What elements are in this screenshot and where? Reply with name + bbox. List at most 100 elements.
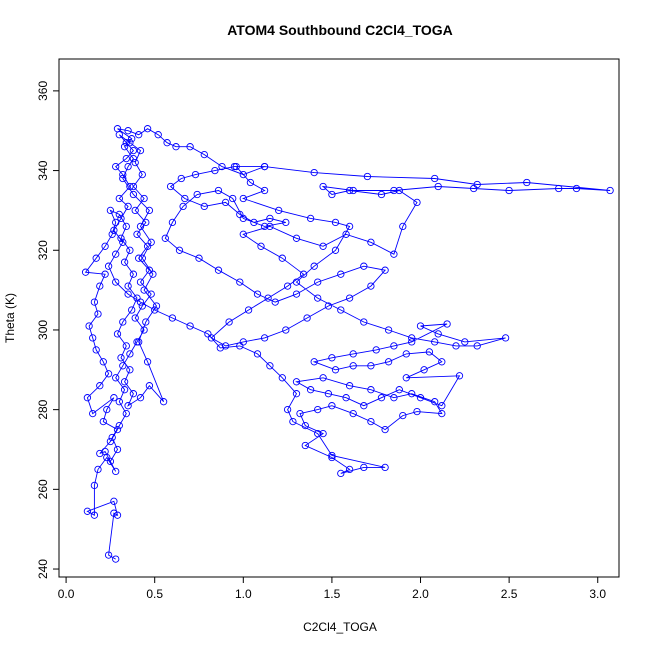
data-point (505, 186, 513, 195)
data-point (345, 382, 354, 390)
data-point (299, 270, 308, 278)
data-point (606, 186, 614, 195)
data-point (112, 467, 120, 476)
data-point (266, 214, 274, 223)
data-point (142, 218, 150, 227)
data-point (96, 449, 104, 458)
data-point (133, 230, 141, 238)
data-point (131, 314, 139, 322)
data-point (92, 346, 100, 354)
data-point (124, 290, 132, 298)
data-point (239, 194, 247, 203)
data-point (112, 374, 120, 382)
x-tick-label: 0.5 (146, 587, 163, 601)
data-point (110, 394, 118, 402)
data-point (163, 139, 171, 147)
data-point (211, 166, 219, 175)
data-point (90, 298, 99, 306)
data-point (115, 398, 123, 406)
data-point (420, 366, 428, 374)
data-point (221, 198, 230, 207)
y-axis-label: Theta (K) (3, 293, 17, 343)
plot-area (81, 125, 614, 563)
data-point (108, 433, 116, 442)
data-point (438, 409, 446, 418)
data-point (147, 290, 155, 298)
x-tick-label: 1.0 (235, 587, 252, 601)
data-point (434, 182, 442, 191)
data-point (408, 338, 416, 346)
data-point (367, 417, 375, 426)
data-point (193, 190, 201, 199)
data-point (229, 194, 237, 203)
data-point (143, 358, 152, 366)
data-point (345, 465, 354, 474)
data-point (122, 154, 130, 163)
data-point (402, 374, 410, 382)
data-point (129, 190, 138, 199)
data-point (96, 282, 104, 290)
data-point (120, 378, 129, 386)
data-point (461, 338, 469, 346)
data-point (115, 194, 123, 203)
data-point (204, 330, 212, 338)
data-point (260, 222, 269, 231)
data-point (85, 322, 93, 330)
data-point (337, 306, 345, 314)
data-point (349, 362, 357, 370)
data-point (124, 202, 132, 211)
data-point (122, 222, 130, 231)
data-point (328, 190, 336, 199)
data-point (360, 402, 368, 410)
data-point (177, 174, 185, 183)
data-point (278, 374, 286, 382)
data-point (129, 146, 138, 155)
data-point (402, 350, 410, 358)
data-point (145, 266, 154, 274)
data-point (119, 174, 127, 183)
data-point (96, 382, 104, 390)
x-axis-label: C2Cl4_TOGA (303, 620, 377, 634)
data-point (151, 306, 159, 314)
data-point (101, 242, 109, 250)
data-point (129, 154, 138, 163)
data-point (264, 294, 272, 302)
data-point (310, 358, 318, 366)
data-point (136, 146, 145, 155)
data-point (523, 178, 531, 187)
data-point (381, 463, 389, 472)
data-point (186, 143, 194, 151)
data-point (377, 190, 386, 199)
data-point (244, 306, 253, 314)
data-point (395, 386, 403, 394)
data-point (342, 230, 350, 238)
data-point (145, 206, 154, 215)
data-point (214, 186, 223, 195)
y-axis: 240 260 280 300 320 340 360 (36, 81, 59, 579)
data-point (301, 441, 309, 450)
data-point (186, 322, 194, 330)
data-point (416, 394, 425, 402)
data-point (230, 162, 239, 171)
data-point (328, 453, 336, 462)
data-point (225, 318, 233, 326)
data-point (314, 294, 322, 302)
data-point (271, 298, 279, 306)
data-point (110, 226, 118, 234)
data-point (119, 318, 127, 326)
data-point (328, 402, 336, 410)
data-point (129, 390, 138, 398)
data-point (117, 234, 125, 242)
y-tick-label: 360 (36, 81, 50, 101)
data-point (117, 354, 125, 362)
data-point (314, 429, 322, 438)
data-point (140, 326, 148, 334)
y-tick-label: 280 (36, 399, 50, 419)
data-point (159, 398, 168, 406)
data-point (113, 330, 122, 338)
data-point (260, 334, 269, 342)
data-point (168, 218, 177, 227)
data-point (314, 405, 322, 414)
x-tick-label: 3.0 (589, 587, 606, 601)
data-point (319, 429, 327, 438)
